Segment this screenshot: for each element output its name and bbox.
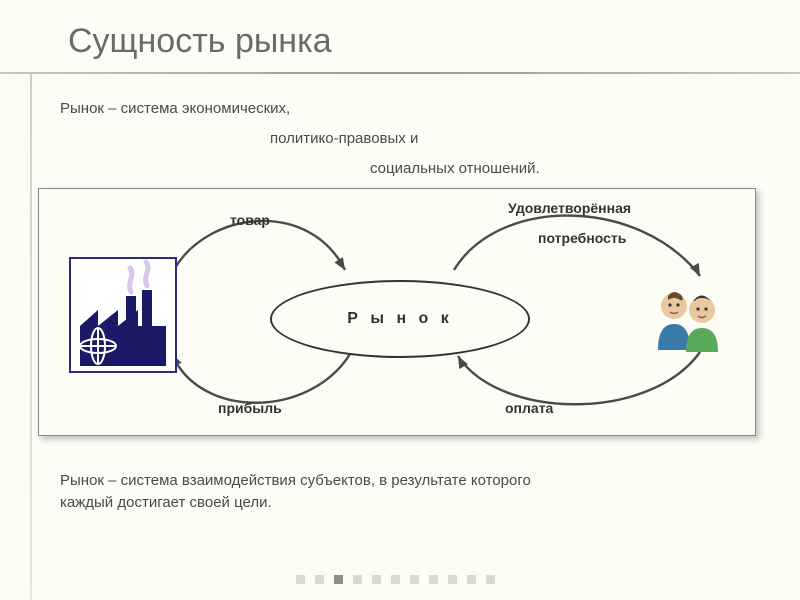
pager-dot[interactable] (448, 575, 457, 584)
pager (296, 575, 495, 584)
page-title: Сущность рынка (68, 22, 332, 61)
def-line-2: политико-правовых и (270, 130, 418, 147)
pager-dot[interactable] (429, 575, 438, 584)
pager-dot[interactable] (467, 575, 476, 584)
pager-dot[interactable] (315, 575, 324, 584)
def2-line2: каждый достигает своей цели. (60, 492, 531, 514)
factory-icon (68, 256, 178, 374)
title-underline (0, 72, 800, 74)
pager-dot[interactable] (486, 575, 495, 584)
label-udov: Удовлетворённая (508, 200, 631, 216)
pager-dot[interactable] (296, 575, 305, 584)
label-tovar: товар (230, 212, 270, 228)
pager-dot[interactable] (372, 575, 381, 584)
def2-line1: Рынок – система взаимодействия субъектов… (60, 470, 531, 492)
decorative-vline (30, 72, 32, 600)
market-oval: Р ы н о к (270, 280, 530, 358)
market-oval-label: Р ы н о к (347, 310, 453, 328)
pager-dot[interactable] (410, 575, 419, 584)
pager-dot[interactable] (391, 575, 400, 584)
people-icon (650, 286, 724, 356)
label-potr: потребность (538, 230, 626, 246)
title-block: Сущность рынка (68, 22, 332, 61)
label-pay: оплата (505, 400, 553, 416)
label-profit: прибыль (218, 400, 282, 416)
pager-dot[interactable] (353, 575, 362, 584)
def-line-1: Рынок – система экономических, (60, 100, 290, 117)
def2: Рынок – система взаимодействия субъектов… (60, 470, 531, 514)
def-line-3: социальных отношений. (370, 160, 540, 177)
pager-dot-active[interactable] (334, 575, 343, 584)
